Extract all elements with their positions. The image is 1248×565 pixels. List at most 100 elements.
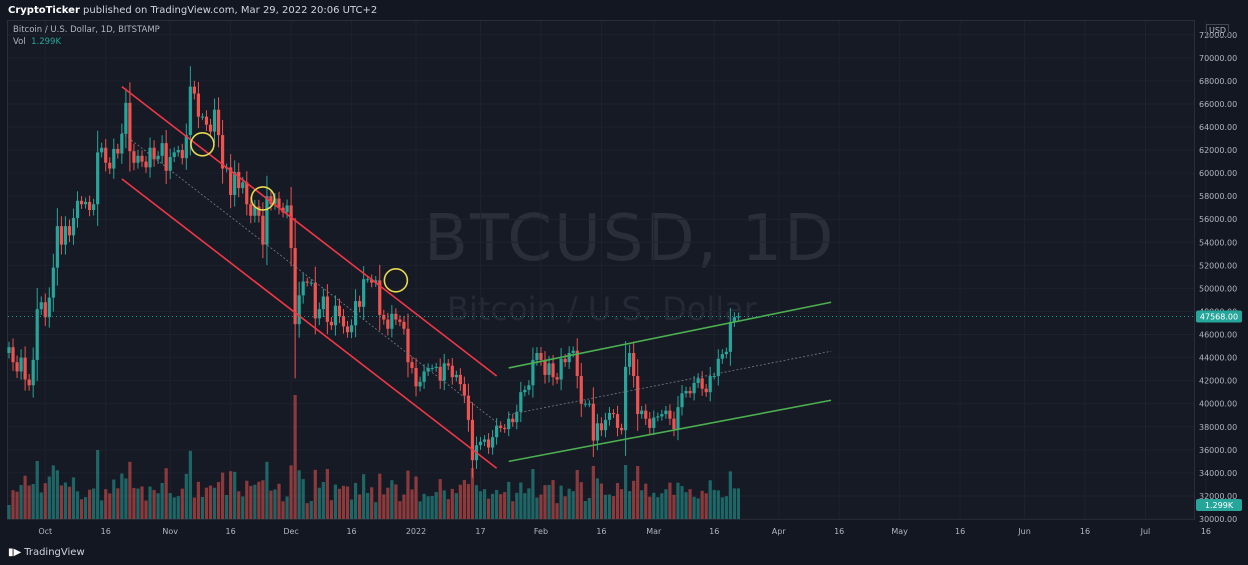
volume-bar	[640, 490, 644, 519]
candle	[108, 162, 112, 169]
price-tick-label: 70000.00	[1199, 54, 1237, 63]
candle	[716, 358, 720, 377]
time-tick-label: 16	[346, 527, 356, 536]
candle	[591, 403, 595, 441]
candle	[619, 427, 624, 431]
chart-legend: Bitcoin / U.S. Dollar, 1D, BITSTAMP Vol …	[13, 24, 160, 48]
candle	[79, 200, 84, 205]
candle	[563, 358, 567, 363]
axes: Oct 16 Nov 16 Dec 16 2022 17 Feb 16 Mar 16 Apr 16 May 1…	[38, 31, 1242, 536]
volume-bar	[225, 495, 229, 519]
descending-channel-upper	[121, 86, 498, 377]
volume-bar	[59, 485, 63, 519]
candle	[27, 379, 31, 386]
volume-bar	[438, 479, 442, 519]
volume-bar	[692, 496, 696, 519]
candle	[664, 410, 668, 415]
volume-bar	[277, 483, 281, 519]
touch-point-circle	[383, 268, 409, 293]
legend-volume[interactable]: Vol 1.299K	[13, 36, 160, 48]
currency-label[interactable]: USD	[1206, 24, 1230, 37]
volume-bar	[31, 484, 35, 519]
candle	[124, 102, 128, 134]
candle	[152, 147, 156, 160]
candle	[362, 279, 366, 307]
candle	[732, 317, 736, 322]
volume-bar	[329, 500, 333, 519]
volume-bar	[7, 505, 11, 519]
legend-symbol[interactable]: Bitcoin / U.S. Dollar, 1D, BITSTAMP	[13, 25, 160, 35]
candle	[43, 302, 47, 318]
candle	[378, 280, 382, 315]
volume-bar	[583, 501, 587, 519]
volume-tag-label: 1.299K	[1205, 501, 1234, 510]
candle	[623, 366, 628, 431]
candle	[611, 412, 616, 415]
candle	[19, 357, 23, 372]
volume-bar	[591, 465, 595, 519]
candle	[212, 109, 217, 132]
candle	[220, 135, 225, 169]
descending-channel-lower	[121, 178, 498, 469]
price-tick-label: 52000.00	[1199, 261, 1237, 270]
candle	[15, 362, 19, 372]
volume-bar	[220, 472, 225, 519]
volume-tag	[1196, 499, 1242, 511]
volume-bar	[575, 470, 579, 519]
candle	[333, 305, 338, 326]
candle	[724, 351, 728, 355]
time-tick-label: 16	[226, 527, 236, 536]
volume-bar	[245, 480, 249, 519]
candle	[462, 384, 466, 396]
price-tick-label: 72000.00	[1199, 31, 1237, 40]
candle	[293, 248, 297, 325]
volume-bar	[386, 487, 390, 519]
price-tick-label: 32000.00	[1199, 492, 1237, 501]
time-tick-label: 16	[596, 527, 606, 536]
volume-bar	[88, 489, 92, 519]
candle	[527, 385, 531, 390]
volume-bar	[100, 500, 104, 519]
volume-bar	[112, 479, 116, 519]
candle	[700, 378, 704, 389]
candle	[688, 391, 692, 394]
candle	[551, 363, 555, 378]
candle	[728, 321, 732, 352]
candle	[216, 109, 221, 136]
volume-bar	[325, 469, 329, 519]
volume-bar	[241, 496, 245, 519]
price-tick-label: 30000.00	[1199, 515, 1237, 524]
price-tick-label: 50000.00	[1199, 284, 1237, 293]
candle	[51, 267, 55, 298]
candle	[55, 226, 59, 268]
volume-bar	[253, 484, 257, 519]
candle	[696, 378, 700, 383]
volume-bar	[15, 491, 19, 519]
volume-bar	[668, 482, 672, 519]
candle	[680, 393, 684, 408]
volume-bar	[664, 489, 668, 519]
candle	[523, 389, 527, 393]
volume-bar	[233, 471, 237, 519]
legend-vol-label: Vol	[13, 37, 26, 47]
candle	[31, 359, 35, 386]
candle	[486, 439, 491, 448]
volume-bar	[507, 481, 511, 519]
volume-bar	[172, 497, 176, 519]
volume-bar	[305, 503, 309, 519]
time-tick-label: 17	[475, 527, 485, 536]
volume-bar	[136, 488, 140, 519]
publisher-name[interactable]: CryptoTicker	[8, 5, 80, 16]
candle	[422, 371, 426, 382]
tradingview-logo[interactable]: ▮▶ TradingView	[8, 547, 85, 558]
volume-bar	[736, 488, 741, 519]
candle	[59, 226, 63, 245]
published-note: CryptoTicker published on TradingView.co…	[8, 5, 377, 16]
candle	[196, 93, 201, 117]
candle	[628, 352, 632, 367]
volume-bar	[571, 491, 575, 519]
ascending-channel-lower	[508, 399, 832, 463]
drawings	[8, 86, 1194, 469]
volume-bar	[196, 481, 201, 519]
